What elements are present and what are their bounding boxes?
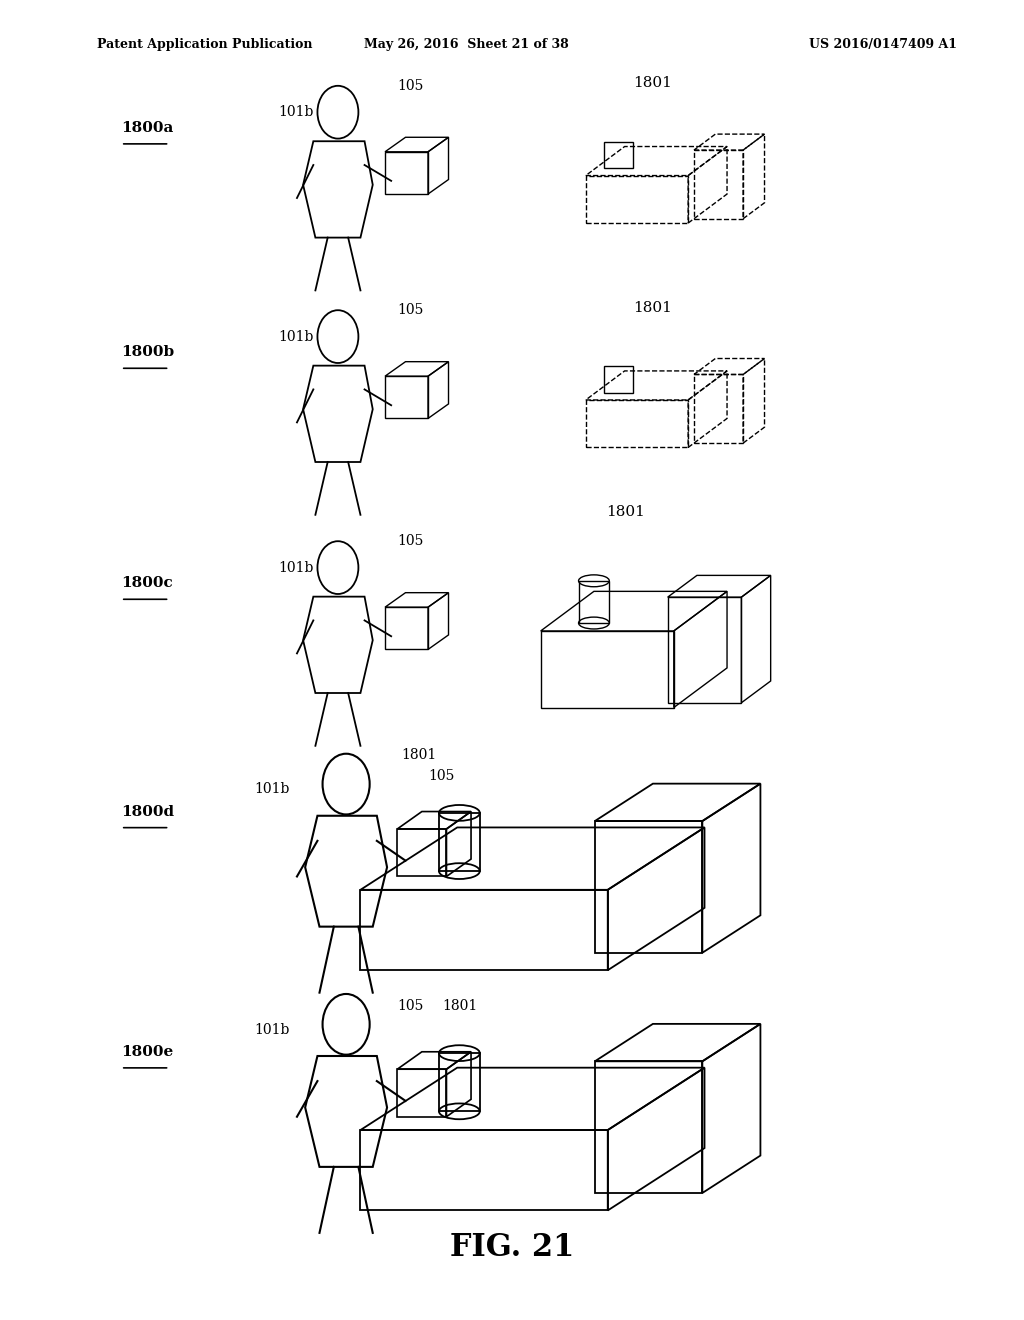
Text: 1800c: 1800c — [121, 577, 173, 590]
Text: 1801: 1801 — [442, 999, 477, 1012]
Text: 1800d: 1800d — [121, 805, 174, 818]
Text: 1800a: 1800a — [121, 121, 173, 135]
Text: 101b: 101b — [279, 106, 314, 119]
Text: Patent Application Publication: Patent Application Publication — [97, 38, 312, 51]
Text: 105: 105 — [397, 999, 424, 1012]
Text: 101b: 101b — [279, 330, 314, 343]
Text: May 26, 2016  Sheet 21 of 38: May 26, 2016 Sheet 21 of 38 — [364, 38, 568, 51]
Text: 101b: 101b — [254, 1023, 290, 1036]
Text: 101b: 101b — [254, 783, 290, 796]
Text: US 2016/0147409 A1: US 2016/0147409 A1 — [809, 38, 957, 51]
Text: 1801: 1801 — [401, 748, 436, 762]
Text: 105: 105 — [397, 79, 424, 92]
Text: 1801: 1801 — [606, 506, 645, 519]
Text: 1801: 1801 — [633, 77, 672, 90]
Text: 1800b: 1800b — [121, 346, 174, 359]
Text: FIG. 21: FIG. 21 — [450, 1232, 574, 1263]
Text: 101b: 101b — [279, 561, 314, 574]
Text: 105: 105 — [428, 770, 455, 783]
Text: 1801: 1801 — [633, 301, 672, 314]
Text: 1800e: 1800e — [121, 1045, 173, 1059]
Text: 105: 105 — [397, 535, 424, 548]
Text: 105: 105 — [397, 304, 424, 317]
